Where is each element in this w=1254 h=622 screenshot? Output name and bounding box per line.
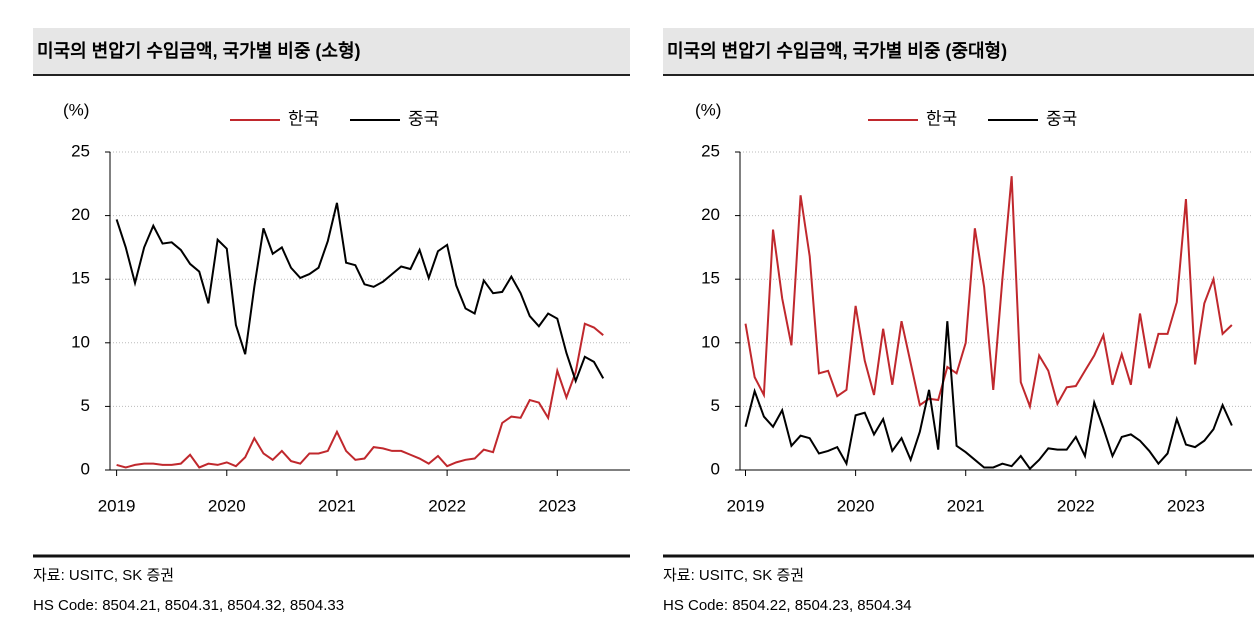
y-tick-label: 10 — [701, 332, 720, 351]
source: 자료: USITC, SK 증권 — [33, 567, 174, 584]
series-line — [116, 322, 604, 469]
legend-label: 한국 — [288, 109, 319, 128]
y-unit: (%) — [63, 100, 89, 119]
legend-label: 중국 — [408, 109, 439, 128]
y-tick-label: 5 — [711, 396, 720, 415]
y-tick-label: 15 — [71, 269, 90, 288]
legend-label: 중국 — [1046, 109, 1077, 128]
x-tick-label: 2019 — [98, 496, 136, 515]
y-tick-label: 0 — [81, 459, 90, 478]
x-tick-label: 2020 — [208, 496, 246, 515]
y-tick-label: 20 — [701, 205, 720, 224]
chart-title: 미국의 변압기 수입금액, 국가별 비중 (중대형) — [667, 40, 1007, 61]
y-tick-label: 20 — [71, 205, 90, 224]
x-tick-label: 2023 — [538, 496, 576, 515]
x-tick-label: 2022 — [1057, 496, 1095, 515]
x-tick-label: 2022 — [428, 496, 466, 515]
x-tick-label: 2023 — [1167, 496, 1205, 515]
y-tick-label: 25 — [701, 141, 720, 160]
series-line — [744, 321, 1233, 471]
x-tick-label: 2020 — [837, 496, 875, 515]
title-bar — [33, 28, 630, 74]
x-tick-label: 2019 — [727, 496, 765, 515]
x-tick-label: 2021 — [318, 496, 356, 515]
y-tick-label: 0 — [711, 459, 720, 478]
note: HS Code: 8504.22, 8504.23, 8504.34 — [663, 597, 912, 614]
note: HS Code: 8504.21, 8504.31, 8504.32, 8504… — [33, 597, 344, 614]
title-bar — [663, 28, 1254, 74]
series-line — [744, 176, 1233, 411]
y-tick-label: 25 — [71, 141, 90, 160]
legend-label: 한국 — [926, 109, 957, 128]
y-unit: (%) — [695, 100, 721, 119]
y-tick-label: 5 — [81, 396, 90, 415]
chart-title: 미국의 변압기 수입금액, 국가별 비중 (소형) — [37, 40, 361, 61]
source: 자료: USITC, SK 증권 — [663, 567, 804, 584]
series-line — [115, 202, 605, 384]
x-tick-label: 2021 — [947, 496, 985, 515]
y-tick-label: 15 — [701, 269, 720, 288]
y-tick-label: 10 — [71, 332, 90, 351]
